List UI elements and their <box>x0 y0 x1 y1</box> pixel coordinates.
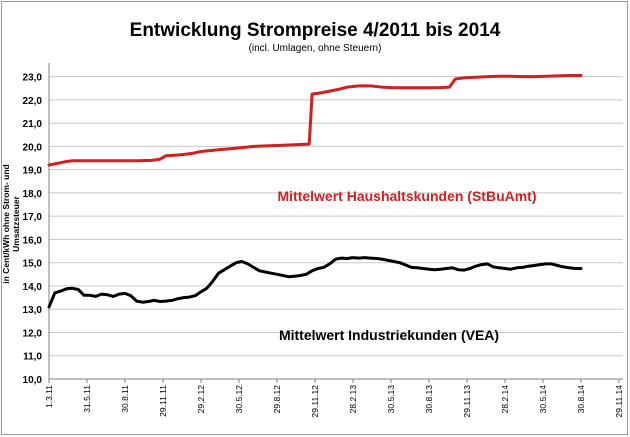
chart-subtitle: (incl. Umlagen, ohne Steuern) <box>248 43 382 54</box>
y-tick-label: 22,0 <box>23 96 43 107</box>
x-tick-label: 30.8.14 <box>576 385 586 414</box>
y-tick-label: 10,0 <box>23 375 43 386</box>
x-tick-label: 29.11.13 <box>462 385 472 418</box>
y-tick-label: 16,0 <box>23 235 43 246</box>
y-tick-label: 23,0 <box>23 73 43 84</box>
y-tick-label: 19,0 <box>23 166 43 177</box>
x-tick-label: 28.2.14 <box>500 385 510 414</box>
series-line-industriekunden <box>47 256 583 309</box>
x-tick-label: 29.11.14 <box>614 385 624 418</box>
y-tick-label: 14,0 <box>23 282 43 293</box>
y-tick-label: 13,0 <box>23 305 43 316</box>
series-label-industriekunden: Mittelwert Industriekunden (VEA) <box>279 327 499 343</box>
y-tick-label: 12,0 <box>23 328 43 339</box>
x-tick-label: 30.8.11 <box>120 385 130 413</box>
y-tick-label: 11,0 <box>23 352 42 363</box>
x-tick-label: 29.2.12 <box>196 385 206 414</box>
x-tick-label: 29.11.12 <box>310 385 320 418</box>
y-tick-label: 17,0 <box>23 212 43 223</box>
x-tick-label: 29.11.11 <box>158 385 168 417</box>
x-tick-label: 30.5.14 <box>538 385 548 414</box>
y-tick-label: 21,0 <box>23 119 43 130</box>
x-tick-label: 29.8.12 <box>272 385 282 414</box>
chart-title: Entwicklung Strompreise 4/2011 bis 2014 <box>129 20 501 41</box>
series-line-haushaltskunden <box>47 74 583 167</box>
x-tick-label: 30.5.13 <box>386 385 396 414</box>
y-tick-label: 20,0 <box>23 142 43 153</box>
y-tick-label: 18,0 <box>23 189 43 200</box>
x-tick-label: 1.3.11 <box>44 385 54 408</box>
y-tick-label: 15,0 <box>23 259 43 270</box>
x-tick-label: 30.8.13 <box>424 385 434 414</box>
series-label-haushaltskunden: Mittelwert Haushaltskunden (StBuAmt) <box>277 188 536 204</box>
x-tick-label: 30.5.12 <box>234 385 244 414</box>
x-tick-label: 28.2.13 <box>348 385 358 414</box>
x-tick-label: 31.5.11 <box>82 385 92 413</box>
